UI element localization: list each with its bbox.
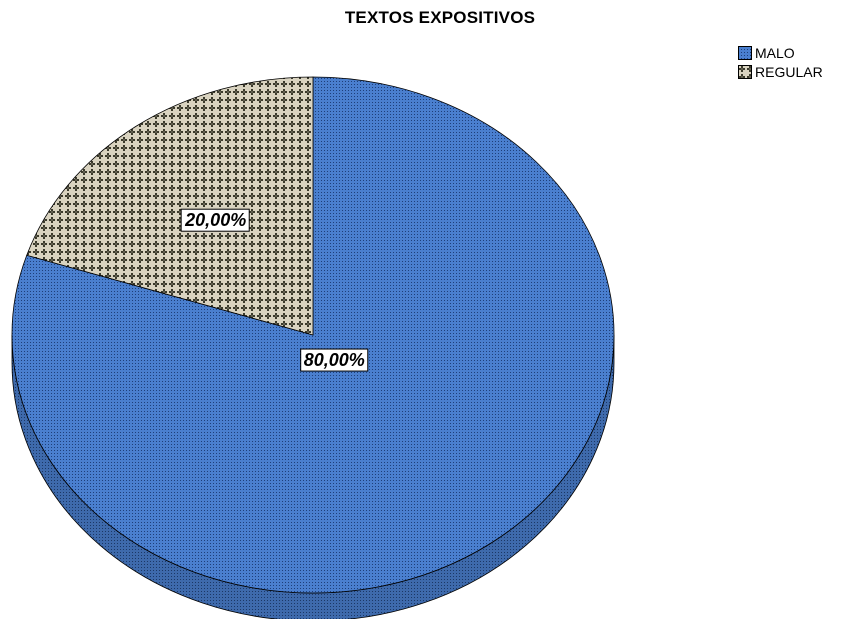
legend-swatch-malo (738, 45, 752, 60)
chart-title: TEXTOS EXPOSITIVOS (344, 8, 536, 27)
data-label-text-regular: 20,00% (184, 210, 246, 230)
data-label-text-malo: 80,00% (304, 350, 365, 370)
data-label-malo: 80,00% (300, 348, 369, 372)
pie-slice-regular (26, 76, 314, 336)
data-label-box-regular (180, 208, 250, 232)
legend-label-malo: MALO (755, 44, 795, 61)
data-label-box-malo (300, 348, 369, 372)
pie-plot-area: 80,00% 20,00% (11, 76, 615, 619)
legend-item-regular: REGULAR (738, 62, 823, 81)
data-label-regular: 20,00% (180, 208, 250, 232)
legend-item-malo: MALO (738, 43, 823, 62)
legend: MALO REGULAR (738, 43, 823, 81)
legend-label-regular: REGULAR (755, 63, 823, 80)
legend-swatch-regular (738, 64, 752, 79)
